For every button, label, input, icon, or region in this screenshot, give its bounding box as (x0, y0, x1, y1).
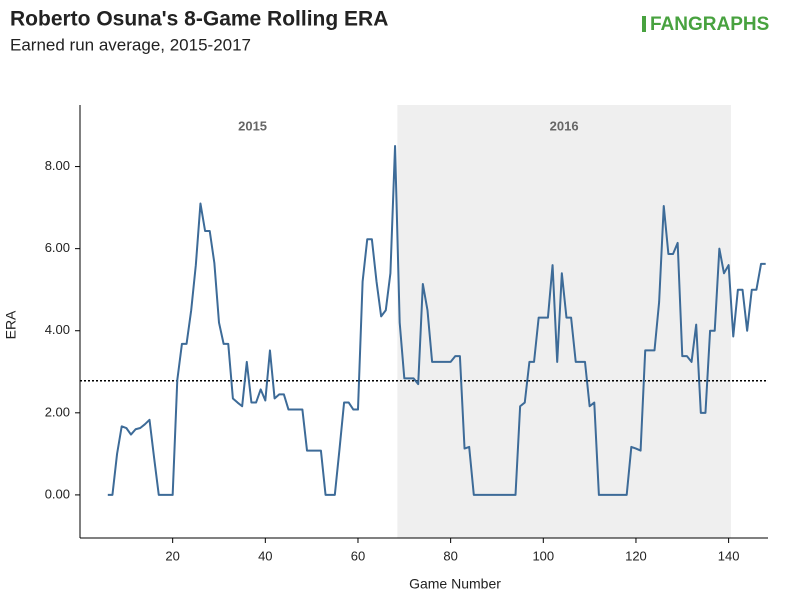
x-tick-label: 80 (443, 548, 457, 563)
x-tick-label: 20 (165, 548, 179, 563)
logo-icon (642, 16, 646, 32)
x-tick-label: 40 (258, 548, 272, 563)
x-tick-label: 60 (351, 548, 365, 563)
region-label: 2016 (550, 118, 579, 133)
x-tick-label: 100 (532, 548, 554, 563)
y-tick-label: 6.00 (45, 240, 70, 255)
chart-title: Roberto Osuna's 8-Game Rolling ERA (10, 8, 388, 31)
era-line (107, 145, 766, 496)
x-tick-label: 140 (718, 548, 740, 563)
y-tick-label: 2.00 (45, 404, 70, 419)
region-label: 2015 (238, 118, 267, 133)
y-tick-label: 0.00 (45, 486, 70, 501)
region-shade (397, 105, 731, 538)
logo: FANGRAPHS (650, 14, 769, 35)
x-axis-label: Game Number (409, 576, 501, 592)
chart-subtitle: Earned run average, 2015-2017 (10, 35, 251, 54)
y-tick-label: 4.00 (45, 322, 70, 337)
y-tick-label: 8.00 (45, 158, 70, 173)
x-tick-label: 120 (625, 548, 647, 563)
y-axis-label: ERA (3, 310, 19, 339)
